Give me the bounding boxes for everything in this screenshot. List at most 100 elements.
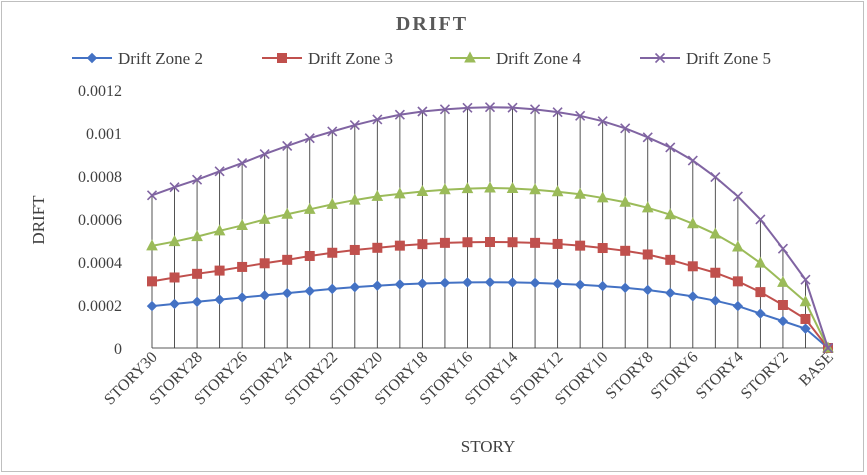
data-point xyxy=(529,183,541,195)
data-point xyxy=(349,281,361,293)
data-point xyxy=(552,107,563,118)
data-point xyxy=(484,102,496,113)
data-point xyxy=(168,235,181,247)
data-point xyxy=(349,244,360,255)
data-point xyxy=(507,102,518,113)
data-point xyxy=(710,172,721,183)
data-point xyxy=(732,300,744,312)
data-point xyxy=(687,261,698,272)
data-point xyxy=(710,295,721,306)
data-point xyxy=(597,116,608,127)
data-point xyxy=(192,268,203,279)
legend-label: Drift Zone 4 xyxy=(496,49,581,68)
data-point-stroke xyxy=(372,114,383,125)
data-point xyxy=(394,279,406,290)
data-point xyxy=(372,114,383,125)
data-point xyxy=(551,185,564,197)
data-point xyxy=(732,276,743,287)
x-tick-label: STORY8 xyxy=(603,349,657,403)
data-point xyxy=(552,238,563,249)
data-point-stroke xyxy=(597,116,608,127)
data-point xyxy=(506,181,519,193)
data-point-stroke xyxy=(214,166,225,177)
x-tick-label: STORY4 xyxy=(693,349,747,403)
data-point xyxy=(327,283,338,295)
data-point xyxy=(484,277,496,288)
data-point xyxy=(800,323,811,334)
data-point xyxy=(462,237,473,248)
data-point xyxy=(192,174,203,185)
data-point xyxy=(654,52,666,64)
data-point xyxy=(461,182,474,194)
y-axis: 0 0.0002 0.0004 0.0006 0.0008 0.001 0.0012 xyxy=(78,83,122,358)
data-point xyxy=(777,243,788,254)
data-point xyxy=(282,140,293,151)
data-point-stroke xyxy=(146,190,158,201)
data-point xyxy=(214,294,225,305)
data-point xyxy=(755,308,766,319)
data-point xyxy=(439,183,451,195)
chart-title: DRIFT xyxy=(396,13,468,35)
data-point xyxy=(799,295,812,307)
data-point xyxy=(687,291,699,302)
x-axis-title: STORY xyxy=(461,437,516,456)
data-point xyxy=(484,181,496,193)
series-layer xyxy=(146,102,834,354)
data-point xyxy=(237,158,248,169)
data-point xyxy=(462,102,473,113)
data-point xyxy=(439,104,450,115)
data-point xyxy=(191,296,203,307)
data-point-stroke xyxy=(732,191,743,202)
data-point xyxy=(619,282,631,294)
data-point xyxy=(552,278,563,289)
data-point xyxy=(169,272,180,283)
data-point xyxy=(372,242,383,253)
data-point xyxy=(709,227,722,239)
data-point xyxy=(485,237,495,248)
data-point-stroke xyxy=(530,104,541,115)
data-point xyxy=(191,230,203,242)
data-point xyxy=(394,240,405,251)
data-point xyxy=(575,110,586,121)
y-tick-label: 0.0006 xyxy=(78,212,122,229)
data-point xyxy=(641,201,654,213)
data-point-stroke xyxy=(439,104,450,115)
series-drift-zone-3 xyxy=(147,237,833,353)
legend-label: Drift Zone 3 xyxy=(308,49,393,68)
data-point xyxy=(777,300,788,310)
x-tick-label: STORY6 xyxy=(648,349,702,403)
data-point-stroke xyxy=(822,342,834,354)
data-point xyxy=(416,184,429,196)
data-point xyxy=(327,126,338,137)
data-point-stroke xyxy=(654,52,666,64)
data-point xyxy=(277,53,287,63)
data-point-stroke xyxy=(484,102,496,113)
legend: Drift Zone 2 Drift Zone 3 Drift Zone 4 Drif… xyxy=(72,49,771,68)
data-point xyxy=(574,279,586,290)
data-point xyxy=(169,182,180,193)
data-point xyxy=(732,191,743,202)
data-point-stroke xyxy=(394,109,405,120)
data-point xyxy=(529,277,541,289)
data-point xyxy=(304,250,315,261)
data-point xyxy=(822,342,834,354)
data-point xyxy=(620,245,631,256)
data-point xyxy=(530,237,541,248)
data-point-stroke xyxy=(304,133,315,144)
data-point xyxy=(664,208,677,220)
data-point xyxy=(642,249,653,260)
y-axis-title: DRIFT xyxy=(29,195,48,245)
data-point-stroke xyxy=(507,102,518,113)
data-point xyxy=(417,239,428,250)
data-point xyxy=(281,207,294,219)
data-point xyxy=(259,258,270,269)
data-point xyxy=(575,240,586,251)
data-point xyxy=(642,132,653,143)
y-tick-label: 0.0008 xyxy=(78,169,122,186)
data-point xyxy=(304,133,315,144)
legend-label: Drift Zone 5 xyxy=(686,49,771,68)
data-point xyxy=(800,313,811,324)
data-point-stroke xyxy=(417,106,428,117)
y-tick-label: 0.0004 xyxy=(78,255,122,272)
